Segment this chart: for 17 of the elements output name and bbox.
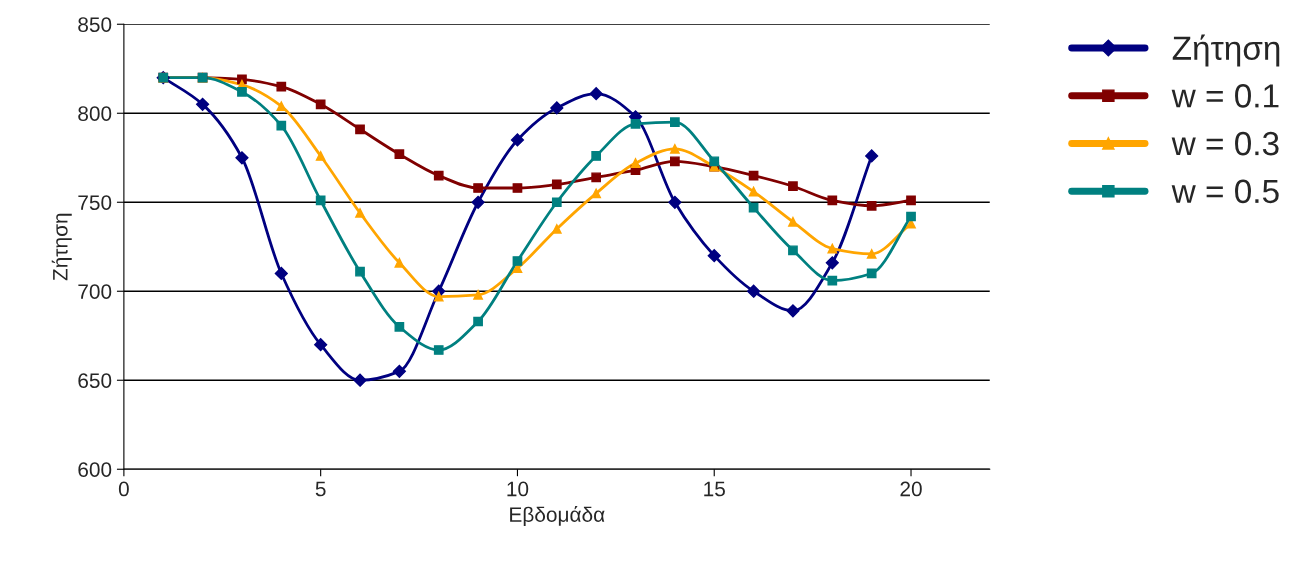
legend-label: w = 0.5 [1171, 179, 1279, 204]
x-tick-label: 5 [315, 481, 326, 497]
legend-label: Ζήτηση [1172, 34, 1280, 67]
y-tick-label: 850 [78, 17, 112, 33]
x-axis-title: Εβδομάδα [510, 506, 605, 527]
y-tick-label: 750 [78, 195, 112, 210]
y-tick-label: 800 [78, 106, 112, 122]
legend-label: w = 0.1 [1171, 84, 1279, 108]
y-tick-label: 700 [78, 284, 112, 299]
legend-label: w = 0.3 [1171, 131, 1279, 156]
x-tick-label: 10 [507, 481, 529, 497]
x-tick-label: 20 [900, 481, 922, 497]
x-tick-label: 0 [118, 481, 129, 497]
y-tick-label: 650 [78, 373, 112, 388]
y-axis-title: Ζήτηση [51, 213, 72, 281]
x-tick-label: 15 [704, 481, 725, 497]
y-tick-label: 600 [78, 462, 112, 477]
